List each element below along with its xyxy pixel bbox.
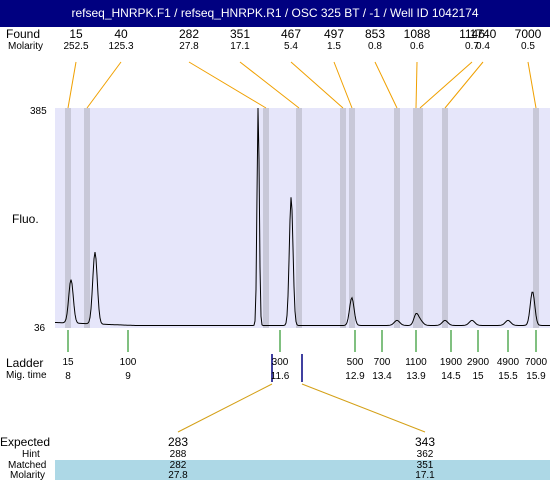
ladder-label: Ladder (6, 356, 44, 370)
peak-band (417, 108, 423, 328)
chart-title: refseq_HNRPK.F1 / refseq_HNRPK.R1 / OSC … (0, 0, 550, 27)
expected-leaders (177, 354, 426, 433)
ladder-time: 15 (472, 371, 484, 382)
peak-band (442, 108, 448, 328)
ladder-time: 11.6 (270, 371, 290, 382)
ladder-time: 13.4 (372, 371, 392, 382)
found-molarity: 1.5 (327, 41, 341, 52)
found-size: 7000 (514, 27, 542, 41)
expected-matched: 282 (169, 460, 187, 471)
ladder-time: 12.9 (345, 371, 365, 382)
peak-bands (65, 108, 539, 328)
found-leader-line (527, 61, 537, 109)
found-leader-line (374, 61, 398, 109)
found-molarity: 0.8 (368, 41, 382, 52)
found-molarity: 125.3 (108, 41, 134, 52)
expected-expected: 283 (167, 435, 189, 449)
plot-area (55, 108, 550, 328)
ladder-time: 14.5 (441, 371, 461, 382)
expected-leader-line (301, 383, 426, 433)
expected-matched: 351 (416, 460, 434, 471)
peak-band (263, 108, 269, 328)
matched-label: Matched (8, 460, 47, 471)
found-size: 467 (280, 27, 302, 41)
found-size: 853 (364, 27, 386, 41)
molarity2-label: Molarity (10, 470, 46, 481)
found-leader-line (188, 61, 267, 109)
found-molarity: 27.8 (179, 41, 199, 52)
ladder-size: 15 (62, 357, 74, 368)
ladder-time: 15.9 (526, 371, 546, 382)
found-molarity: 252.5 (63, 41, 89, 52)
ladder-size: 7000 (524, 357, 548, 368)
found-size: 1740 (469, 27, 497, 41)
expected-molarity: 17.1 (415, 470, 435, 481)
ladder-size: 500 (346, 357, 364, 368)
expected-hint: 288 (169, 449, 187, 460)
found-molarity: 0.7 (465, 41, 479, 52)
matched-highlight (55, 460, 550, 480)
found-molarity: 5.4 (284, 41, 298, 52)
ladder-time: 9 (125, 371, 131, 382)
found-leader-line (419, 61, 473, 109)
peak-band (340, 108, 346, 328)
found-leader-line (444, 61, 484, 109)
hint-label: Hint (22, 449, 40, 460)
peak-band (84, 108, 90, 328)
found-leader-line (67, 61, 77, 109)
ladder-size: 1100 (405, 357, 427, 368)
y-tick-bottom: 36 (34, 323, 46, 334)
peak-band (296, 108, 302, 328)
found-size: 351 (229, 27, 251, 41)
ladder-size: 300 (271, 357, 289, 368)
peak-band (394, 108, 400, 328)
found-size: 1088 (403, 27, 431, 41)
ladder-time: 15.5 (498, 371, 518, 382)
found-leader-line (290, 61, 344, 109)
expected-label: Expected (0, 435, 51, 449)
found-label: Found (6, 27, 41, 41)
found-leaders (67, 61, 537, 109)
expected-molarity: 27.8 (168, 470, 188, 481)
peak-band (349, 108, 355, 328)
y-tick-top: 385 (30, 106, 47, 117)
found-size: 497 (323, 27, 345, 41)
ladder-size: 4900 (496, 357, 520, 368)
ladder-size: 2900 (466, 357, 490, 368)
fluorescence-trace (55, 107, 550, 326)
peak-band (533, 108, 539, 328)
found-size: 40 (114, 27, 128, 41)
found-molarity: 0.5 (521, 41, 535, 52)
expected-leader-line (177, 383, 273, 433)
ladder-size: 700 (373, 357, 391, 368)
mig-time-label: Mig. time (6, 370, 47, 381)
found-size: 282 (178, 27, 200, 41)
ladder-time: 8 (65, 371, 71, 382)
found-molarity: 0.6 (410, 41, 424, 52)
expected-table: Expected Hint Matched Molarity 283 288 282… (0, 435, 550, 481)
found-leader-line (415, 61, 418, 109)
found-leader-line (239, 61, 300, 109)
found-molarity: 0.4 (476, 41, 490, 52)
found-size: 15 (69, 27, 83, 41)
found-leader-line (333, 61, 353, 109)
ladder-ticks (67, 330, 537, 352)
peak-band (413, 108, 419, 328)
ladder-time: 13.9 (406, 371, 426, 382)
fluo-label: Fluo. (12, 212, 39, 226)
expected-expected: 343 (414, 435, 436, 449)
found-size: 1146 (459, 27, 485, 41)
peak-band (65, 108, 71, 328)
found-leader-line (86, 61, 122, 109)
ladder-size: 100 (119, 357, 137, 368)
expected-hint: 362 (416, 449, 434, 460)
ladder-size: 1900 (439, 357, 463, 368)
found-molarity: 17.1 (230, 41, 250, 52)
molarity-label: Molarity (8, 41, 44, 52)
